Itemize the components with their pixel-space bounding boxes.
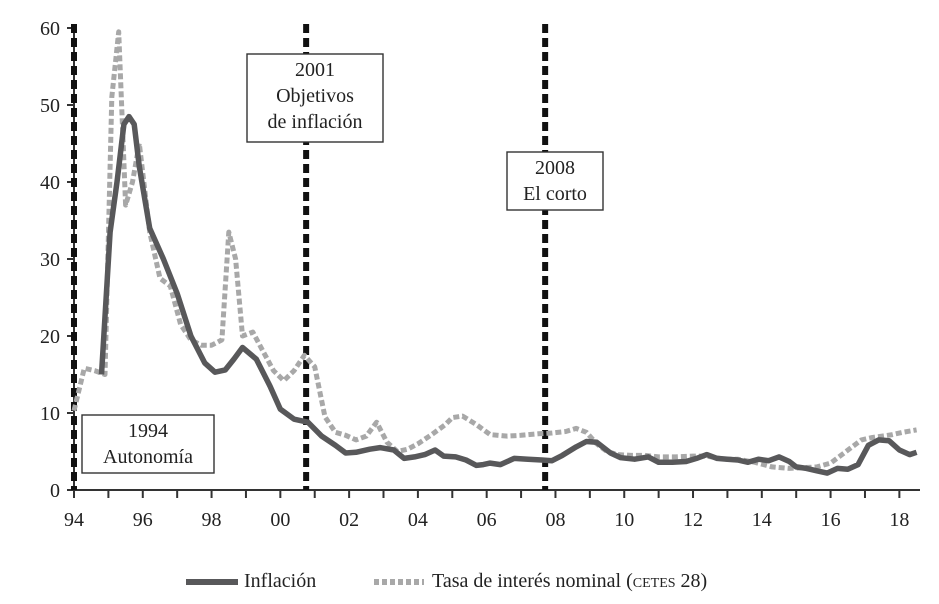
legend-label-cetes: Tasa de interés nominal (cetes 28) [432,570,707,592]
legend: Inflación Tasa de interés nominal (cetes… [186,570,707,592]
y-tick-label: 30 [40,249,60,271]
marker-annotations: 1994 Autonomía 2001 Objetivos de inflación 20… [81,53,604,474]
x-tick-label: 14 [752,509,772,531]
x-tick-label: 12 [683,509,703,531]
x-tick-label: 08 [545,509,565,531]
annotation-text-1-1: Objetivos [276,85,354,107]
legend-label-cetes-main: Tasa de interés nominal ( [432,570,633,592]
axes: 0 10 20 30 40 50 60 94 96 98 00 02 04 06 08 10 12 14 16 18 [40,18,920,531]
x-tick-label: 04 [408,509,428,531]
x-tick-label: 16 [821,509,841,531]
annotation-box-1 [246,53,384,143]
y-tick-label: 20 [40,326,60,348]
x-tick-label: 98 [202,509,222,531]
x-tick-label: 10 [614,509,634,531]
annotation-text-1-2: de inflación [268,111,363,133]
annotation-text-0-1: Autonomía [103,446,193,468]
x-tick-label: 00 [270,509,290,531]
series-lines [71,29,918,476]
y-tick-label: 60 [40,18,60,40]
legend-label-cetes-caps: cetes [633,570,676,592]
annotation-box-0 [81,414,215,474]
annotation-text-2-1: El corto [523,183,587,205]
y-tick-label: 10 [40,403,60,425]
legend-label-cetes-tail: 28) [676,570,708,592]
annotation-text-1-0: 2001 [295,59,335,81]
y-tick-label: 50 [40,95,60,117]
x-tick-label: 06 [477,509,497,531]
series-line-cetes [71,29,918,471]
annotation-text-0-0: 1994 [128,420,168,442]
x-tick-label: 96 [133,509,153,531]
legend-label-inflacion: Inflación [244,570,316,592]
y-tick-label: 40 [40,172,60,194]
annotation-box-2 [506,151,604,211]
annotation-text-2-0: 2008 [535,157,575,179]
x-tick-label: 02 [339,509,359,531]
series-line-inflacion [98,113,918,476]
y-tick-label: 0 [50,480,60,502]
x-tick-label: 18 [889,509,909,531]
x-tick-label: 94 [64,509,84,531]
